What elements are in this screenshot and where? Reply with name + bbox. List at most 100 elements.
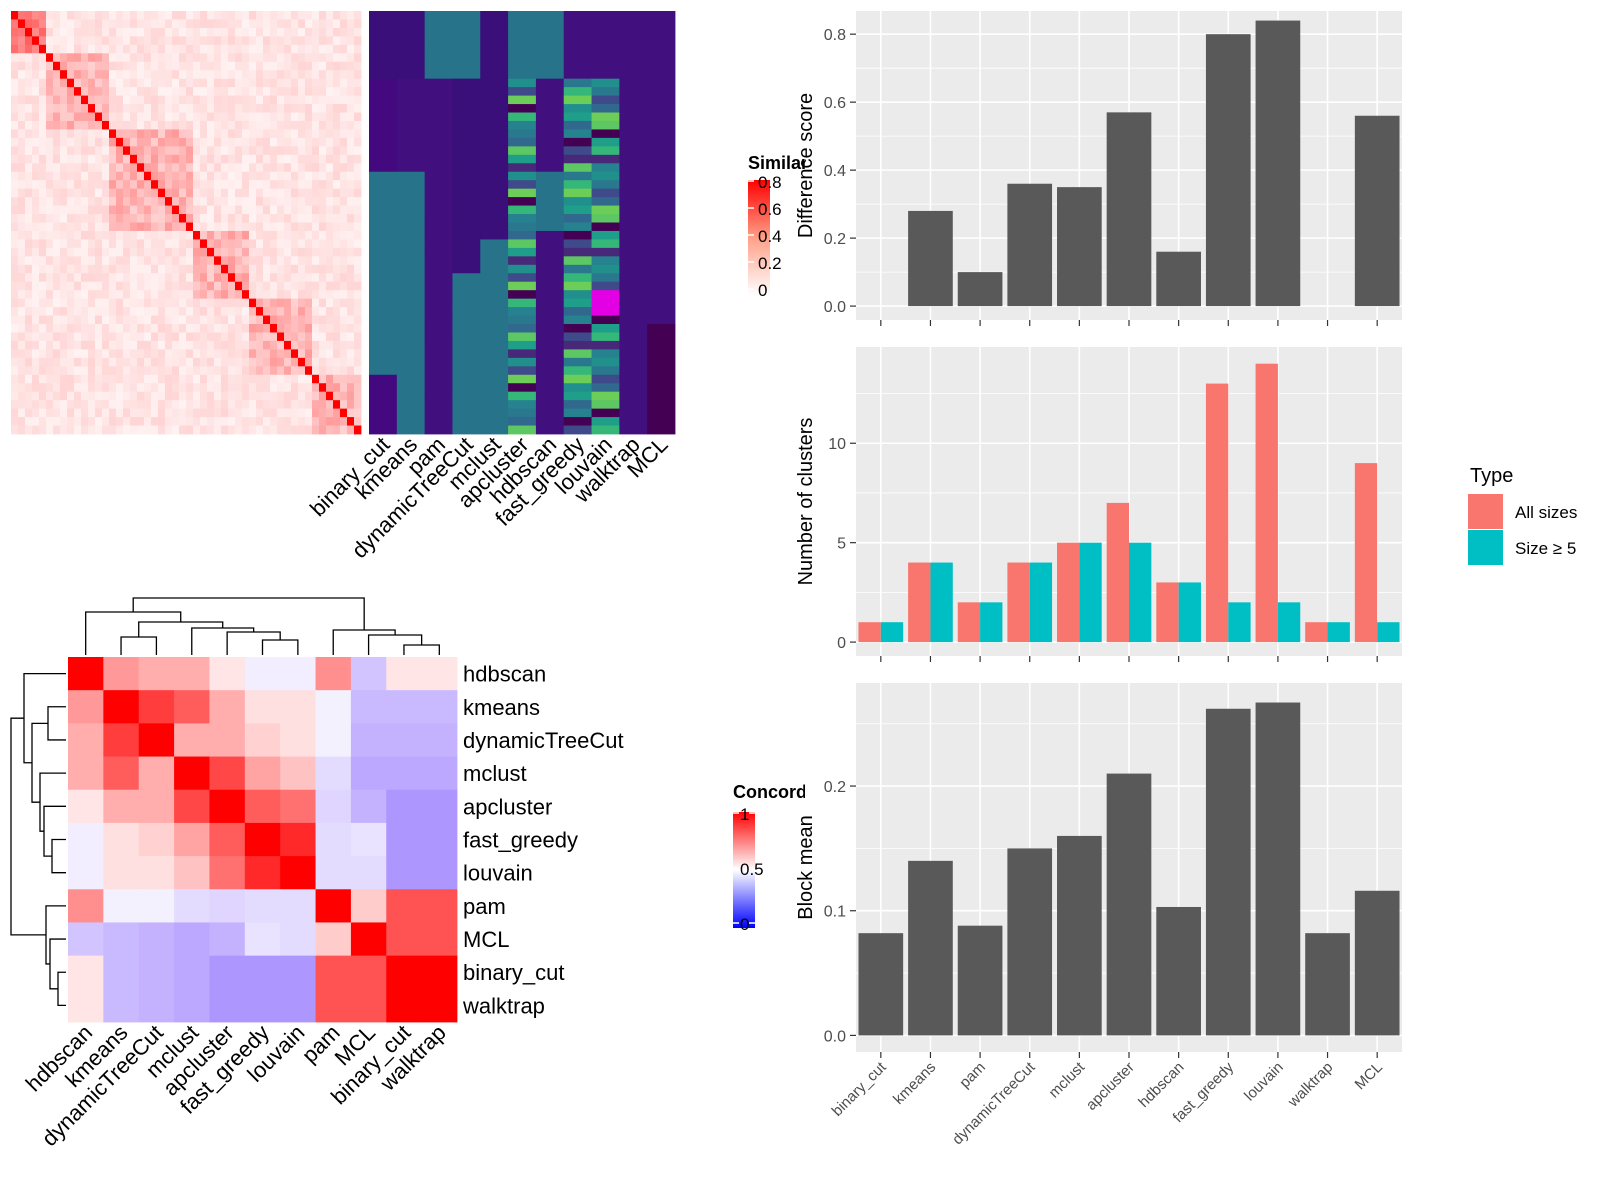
similarity-cell (242, 417, 250, 426)
x-tick-label: kmeans (890, 1059, 939, 1108)
similarity-cell (256, 281, 264, 291)
membership-cell (619, 324, 648, 333)
similarity-cell (137, 154, 145, 164)
similarity-cell (347, 129, 355, 139)
similarity-cell (116, 383, 124, 393)
similarity-cell (116, 332, 124, 342)
similarity-cell (25, 137, 33, 147)
similarity-cell (67, 188, 75, 198)
membership-cell (369, 281, 398, 291)
similarity-cell (333, 104, 341, 113)
similarity-cell (11, 70, 19, 80)
membership-cell (396, 214, 426, 223)
concordance-cell (138, 856, 175, 890)
similarity-cell (95, 205, 103, 215)
similarity-cell (46, 180, 54, 190)
similarity-cell (67, 171, 75, 181)
similarity-cell (39, 383, 47, 393)
similarity-cell (95, 120, 103, 130)
concordance-cell (209, 690, 246, 724)
similarity-cell (158, 112, 166, 122)
similarity-cell (74, 408, 82, 418)
similarity-cell (172, 87, 180, 96)
similarity-cell (144, 61, 152, 71)
bar-size5 (1277, 602, 1301, 643)
similarity-cell (242, 400, 250, 410)
similarity-cell (242, 19, 250, 29)
similarity-cell (277, 163, 285, 173)
similarity-cell (88, 70, 96, 80)
membership-cell (508, 408, 537, 418)
membership-cell (563, 188, 592, 198)
similarity-cell (116, 400, 124, 410)
similarity-cell (109, 112, 117, 122)
similarity-cell (144, 214, 152, 223)
similarity-cell (340, 214, 348, 223)
membership-cell (452, 163, 481, 173)
similarity-cell (284, 400, 292, 410)
similarity-cell (319, 400, 327, 410)
similarity-cell (179, 307, 187, 316)
similarity-cell (291, 264, 299, 274)
similarity-cell (347, 70, 355, 80)
similarity-cell (249, 357, 257, 367)
membership-cell (452, 78, 481, 88)
similarity-cell (207, 163, 215, 173)
similarity-cell (116, 154, 124, 164)
membership-cell (424, 281, 453, 291)
similarity-cell (25, 332, 33, 342)
similarity-cell (109, 129, 117, 139)
similarity-cell (291, 340, 299, 350)
similarity-cell (270, 205, 278, 215)
similarity-cell (88, 146, 96, 156)
similarity-cell (158, 332, 166, 342)
membership-cell (619, 290, 648, 300)
similarity-cell (67, 61, 75, 71)
similarity-cell (88, 214, 96, 223)
similarity-cell (312, 104, 320, 113)
similarity-cell (207, 44, 215, 54)
similarity-cell (340, 11, 348, 20)
similarity-cell (67, 417, 75, 426)
similarity-cell (214, 417, 222, 426)
similarity-cell (263, 188, 271, 198)
similarity-cell (165, 290, 173, 300)
similarity-cell (242, 44, 250, 54)
similarity-cell (312, 137, 320, 147)
similarity-cell (95, 332, 103, 342)
similarity-cell (284, 425, 292, 435)
similarity-cell (74, 349, 82, 359)
membership-cell (424, 53, 453, 63)
similarity-cell (340, 264, 348, 274)
similarity-cell (284, 180, 292, 190)
similarity-cell (18, 417, 26, 426)
similarity-cell (109, 230, 117, 240)
similarity-cell (144, 383, 152, 393)
y-tick-label: 0.0 (824, 1028, 846, 1045)
similarity-cell (109, 425, 117, 435)
membership-cell (369, 400, 398, 410)
similarity-cell (256, 256, 264, 266)
similarity-cell (179, 281, 187, 291)
similarity-cell (74, 324, 82, 333)
similarity-cell (67, 137, 75, 147)
similarity-cell (221, 137, 229, 147)
similarity-cell (74, 400, 82, 410)
similarity-cell (263, 70, 271, 80)
similarity-cell (263, 281, 271, 291)
similarity-cell (228, 273, 236, 283)
similarity-cell (95, 239, 103, 249)
similarity-cell (340, 298, 348, 308)
concordance-cell (138, 988, 175, 1023)
similarity-cell (235, 197, 243, 206)
similarity-cell (228, 222, 236, 232)
similarity-cell (151, 36, 159, 46)
membership-cell (480, 188, 509, 198)
similarity-cell (32, 408, 40, 418)
similarity-cell (326, 104, 334, 113)
similarity-cell (340, 180, 348, 190)
similarity-cell (158, 137, 166, 147)
similarity-cell (186, 154, 194, 164)
legend-key-all-sizes (1468, 494, 1503, 529)
similarity-cell (221, 214, 229, 223)
